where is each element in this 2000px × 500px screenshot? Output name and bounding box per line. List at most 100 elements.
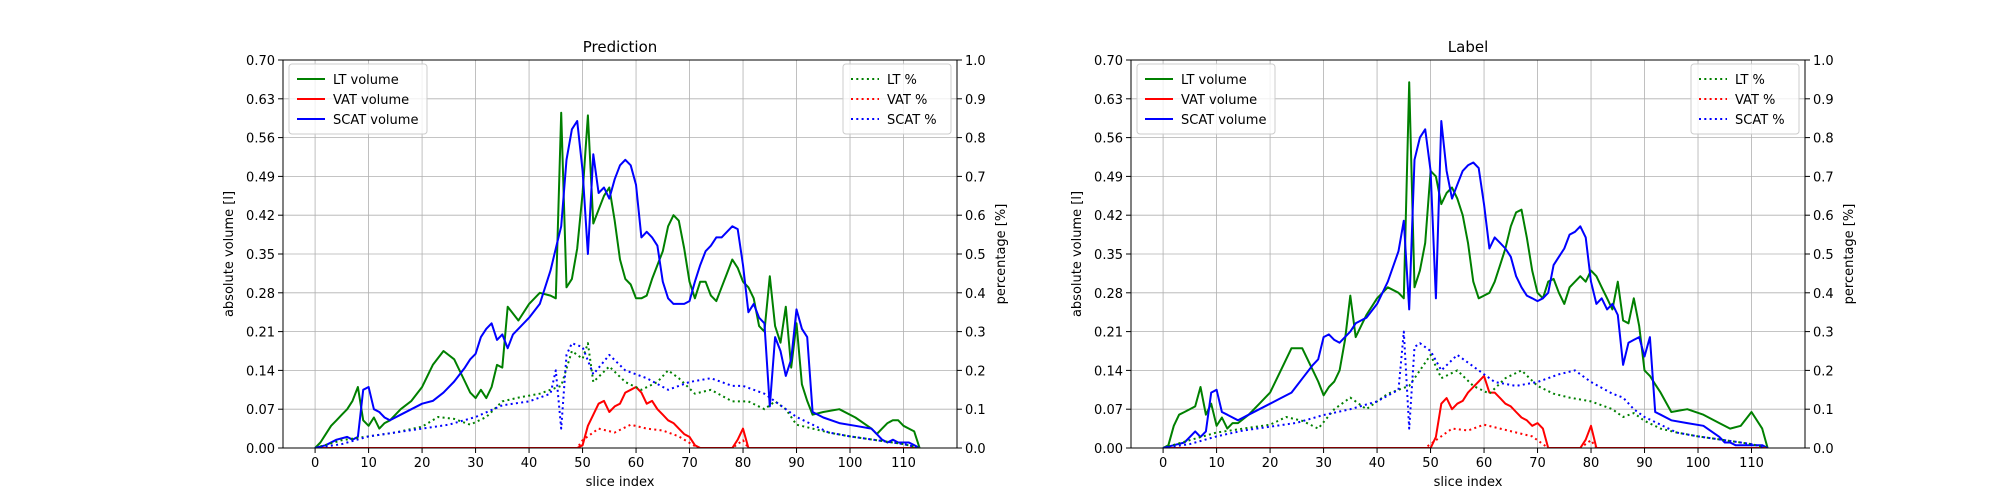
y2-tick-label: 1.0 (1813, 54, 1834, 69)
legend: LT % VAT % SCAT % (842, 63, 952, 135)
y-tick-label: 0.56 (246, 132, 275, 147)
y-tick-label: 0.70 (1094, 54, 1123, 69)
y2-tick-label: 0.7 (965, 170, 986, 185)
y2-tick-label: 0.3 (965, 326, 986, 341)
y-tick-label: 0.70 (246, 54, 275, 69)
x-tick-label: 70 (681, 456, 698, 471)
y-tick-label: 0.21 (246, 326, 275, 341)
x-tick-label: 100 (838, 456, 863, 471)
y2-tick-label: 0.8 (1813, 132, 1834, 147)
x-tick-label: 70 (1529, 456, 1546, 471)
x-tick-label: 20 (414, 456, 431, 471)
legend-label: VAT volume (333, 93, 409, 108)
y-tick-label: 0.00 (246, 442, 275, 457)
x-tick-label: 50 (574, 456, 591, 471)
x-tick-label: 0 (311, 456, 319, 471)
legend-label: VAT % (1735, 93, 1775, 108)
y-tick-label: 0.21 (1094, 326, 1123, 341)
chart-label: 0 10 20 30 40 50 60 70 80 90 100 110 0.00 0.07 0.14 0.2… (1070, 38, 1857, 490)
legend: LT volume VAT volume SCAT volume (1136, 63, 1276, 135)
x-axis-label: slice index (586, 475, 655, 490)
x-tick-label: 30 (1315, 456, 1332, 471)
y2-tick-label: 0.4 (1813, 287, 1834, 302)
series-line-scat (314, 342, 920, 448)
y2-tick-label: 0.2 (965, 364, 986, 379)
y2-tick-label: 1.0 (965, 54, 986, 69)
y2-tick-label: 0.9 (965, 93, 986, 108)
y2-tick-label: 0.0 (1813, 442, 1834, 457)
x-axis-label: slice index (1434, 475, 1503, 490)
series-line-lt-volume (314, 111, 921, 448)
x-tick-label: 60 (628, 456, 645, 471)
y2-tick-label: 0.7 (1813, 170, 1834, 185)
series-line-vat-volume (1163, 374, 1768, 448)
x-tick-label: 10 (1208, 456, 1225, 471)
y2-axis-label: percentage [%] (994, 204, 1009, 305)
x-tick-label: 40 (521, 456, 538, 471)
x-tick-label: 40 (1369, 456, 1386, 471)
x-tick-label: 110 (1739, 456, 1764, 471)
y-tick-label: 0.14 (1094, 364, 1123, 379)
x-tick-label: 30 (467, 456, 484, 471)
legend: LT volume VAT volume SCAT volume (288, 63, 428, 135)
x-tick-label: 90 (788, 456, 805, 471)
y-tick-label: 0.07 (246, 403, 275, 418)
y-tick-label: 0.49 (246, 170, 275, 185)
x-tick-label: 80 (1583, 456, 1600, 471)
legend-box (1136, 63, 1276, 135)
series-line-vat (315, 423, 920, 448)
legend-label: SCAT volume (1181, 113, 1266, 128)
y2-tick-label: 0.6 (1813, 209, 1834, 224)
y2-tick-label: 0.3 (1813, 326, 1834, 341)
x-tick-label: 50 (1422, 456, 1439, 471)
legend-box (1690, 63, 1800, 135)
legend-box (288, 63, 428, 135)
y2-tick-label: 0.1 (1813, 403, 1834, 418)
legend-box (842, 63, 952, 135)
legend-label: SCAT volume (333, 113, 418, 128)
legend-label: LT volume (1181, 73, 1247, 88)
y2-tick-label: 0.4 (965, 287, 986, 302)
series-line-scat-volume (1162, 120, 1769, 448)
legend-label: SCAT % (1735, 113, 1785, 128)
y-tick-label: 0.35 (1094, 248, 1123, 263)
x-tick-label: 60 (1476, 456, 1493, 471)
y-tick-label: 0.63 (246, 93, 275, 108)
y-tick-label: 0.28 (246, 287, 275, 302)
x-tick-label: 80 (735, 456, 752, 471)
y-axis-label: absolute volume [l] (1070, 191, 1085, 317)
chart-title: Label (1448, 38, 1488, 56)
y-tick-label: 0.42 (246, 209, 275, 224)
y2-tick-label: 0.5 (1813, 248, 1834, 263)
legend-label: VAT volume (1181, 93, 1257, 108)
series-group (1162, 81, 1769, 448)
legend-label: SCAT % (887, 113, 937, 128)
y-tick-label: 0.56 (1094, 132, 1123, 147)
x-tick-label: 20 (1262, 456, 1279, 471)
y-tick-label: 0.07 (1094, 403, 1123, 418)
chart-prediction: 0 10 20 30 40 50 60 70 80 90 100 110 0.00 0.07 0.14 0.2… (222, 38, 1009, 490)
x-tick-label: 0 (1159, 456, 1167, 471)
series-line-scat (1162, 330, 1768, 448)
y-tick-label: 0.00 (1094, 442, 1123, 457)
x-tick-label: 90 (1636, 456, 1653, 471)
y2-tick-label: 0.6 (965, 209, 986, 224)
y2-tick-label: 0.9 (1813, 93, 1834, 108)
chart-title: Prediction (583, 38, 658, 56)
series-line-vat (1163, 423, 1768, 448)
y-tick-label: 0.49 (1094, 170, 1123, 185)
legend-label: LT % (887, 73, 917, 88)
y-tick-label: 0.35 (246, 248, 275, 263)
y2-axis-label: percentage [%] (1842, 204, 1857, 305)
y-tick-label: 0.14 (246, 364, 275, 379)
x-tick-label: 110 (891, 456, 916, 471)
y-tick-label: 0.63 (1094, 93, 1123, 108)
legend: LT % VAT % SCAT % (1690, 63, 1800, 135)
x-tick-label: 10 (360, 456, 377, 471)
legend-label: LT % (1735, 73, 1765, 88)
y-tick-label: 0.42 (1094, 209, 1123, 224)
legend-label: VAT % (887, 93, 927, 108)
x-tick-label: 100 (1686, 456, 1711, 471)
series-line-scat-volume (314, 120, 921, 448)
